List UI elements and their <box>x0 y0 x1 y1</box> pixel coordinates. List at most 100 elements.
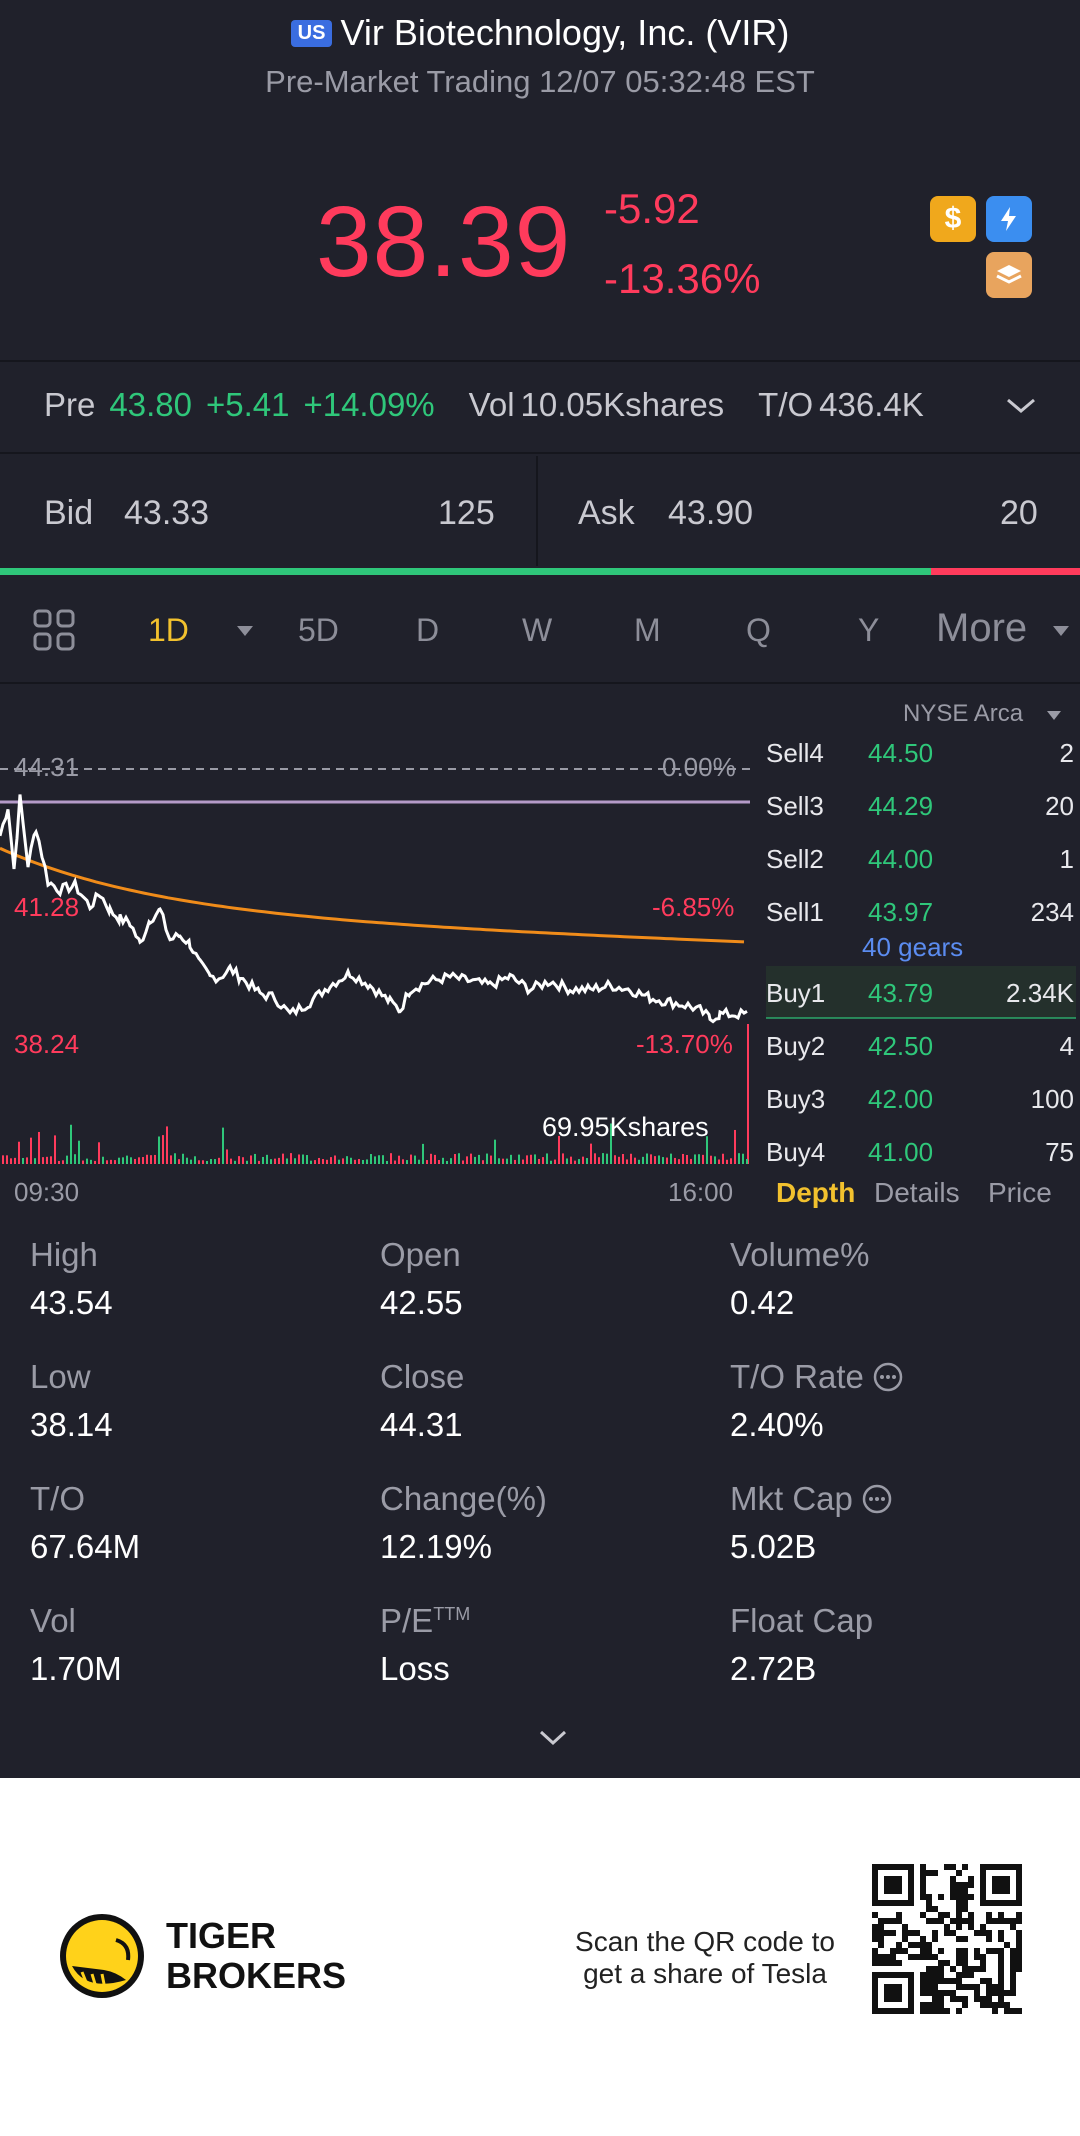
volume-bar <box>374 1156 376 1164</box>
end-time-label: 16:00 <box>668 1177 734 1207</box>
volume-bar <box>62 1160 64 1164</box>
volume-bar <box>434 1154 436 1164</box>
buy-row[interactable]: Buy3 42.00 100 <box>766 1072 1080 1124</box>
tab-price[interactable]: Price <box>988 1177 1052 1208</box>
intraday-chart[interactable] <box>0 684 760 1164</box>
volume-bar <box>550 1160 552 1164</box>
volume-bars <box>2 1123 748 1164</box>
sell-row[interactable]: Sell3 44.29 20 <box>766 779 1080 831</box>
buy-row[interactable]: Buy4 41.00 75 <box>766 1125 1080 1177</box>
bid-qty: 125 <box>438 494 495 532</box>
pre-change: +5.41 <box>205 386 290 423</box>
buy-price: 42.50 <box>868 1031 934 1061</box>
volume-bar <box>146 1154 148 1164</box>
buy-row[interactable]: Buy1 43.79 2.34K <box>766 966 1080 1018</box>
flash-icon[interactable] <box>986 196 1032 242</box>
dollar-icon[interactable]: $ <box>930 196 976 242</box>
mid-pct-label: -6.85% <box>652 892 735 922</box>
price-line <box>0 794 748 1024</box>
volume-bar <box>26 1157 28 1164</box>
volume-bar <box>70 1124 72 1164</box>
volume-bar <box>718 1159 720 1164</box>
scan-text-line1: Scan the QR code to <box>575 1926 835 1957</box>
volume-bar <box>182 1153 184 1164</box>
divider <box>0 682 1080 684</box>
volume-bar <box>502 1158 504 1164</box>
tab-m[interactable]: M <box>634 612 661 648</box>
caret-down-icon[interactable] <box>1052 624 1070 642</box>
volume-bar <box>306 1155 308 1164</box>
stat-label: P/ETTM <box>380 1602 471 1639</box>
volume-bar <box>542 1157 544 1164</box>
volume-bar <box>482 1160 484 1164</box>
volume-bar <box>170 1155 172 1164</box>
stat-label: Vol <box>30 1602 76 1639</box>
tab-y[interactable]: Y <box>858 612 880 648</box>
tab-q[interactable]: Q <box>746 612 771 648</box>
info-more-icon[interactable] <box>853 1480 893 1517</box>
volume-bar <box>2 1155 4 1164</box>
volume-bar <box>158 1136 160 1164</box>
stat-label-superscript: TTM <box>433 1604 471 1624</box>
volume-bar <box>330 1157 332 1164</box>
stat-value: 2.40% <box>730 1406 824 1443</box>
buy-quantity: 2.34K <box>1006 978 1074 1008</box>
sell-row[interactable]: Sell1 43.97 234 <box>766 885 1080 937</box>
tab-5d[interactable]: 5D <box>298 612 339 648</box>
volume-bar <box>506 1158 508 1164</box>
stat-value: 44.31 <box>380 1406 463 1443</box>
volume-bar <box>574 1160 576 1164</box>
prev-close-price-label: 44.31 <box>14 752 80 782</box>
more-button[interactable]: More <box>936 606 1028 650</box>
gears-label[interactable]: 40 gears <box>862 932 964 962</box>
volume-bar <box>294 1158 296 1164</box>
volume-bar <box>418 1159 420 1164</box>
sell-row[interactable]: Sell4 44.50 2 <box>766 726 1080 778</box>
volume-bar <box>246 1160 248 1164</box>
tab-1d[interactable]: 1D <box>148 612 189 648</box>
stat-label: Mkt Cap <box>730 1480 893 1518</box>
volume-bar <box>386 1160 388 1164</box>
qr-code <box>872 1864 1022 2014</box>
volume-bar <box>166 1126 168 1164</box>
tab-depth[interactable]: Depth <box>776 1177 856 1208</box>
volume-bar <box>54 1135 56 1164</box>
stat-value: 38.14 <box>30 1406 113 1443</box>
buy-row[interactable]: Buy2 42.50 4 <box>766 1019 1080 1071</box>
stat-label: Volume% <box>730 1236 870 1273</box>
pre-market-row[interactable]: Pre 43.80 +5.41 +14.09% Vol 10.05Kshares T/O 43… <box>44 386 938 424</box>
chevron-down-icon[interactable] <box>1004 396 1038 421</box>
volume-bar <box>162 1135 164 1164</box>
tab-d[interactable]: D <box>416 612 440 648</box>
volume-bar <box>670 1153 672 1164</box>
volume-bar <box>518 1154 520 1164</box>
volume-bar <box>586 1158 588 1164</box>
tab-details[interactable]: Details <box>874 1177 960 1208</box>
volume-bar <box>610 1123 612 1164</box>
stat-label: Change(%) <box>380 1480 547 1517</box>
exchange-selector[interactable]: NYSE Arca <box>903 700 1024 727</box>
market-badge: US <box>290 20 333 47</box>
volume-bar <box>82 1160 84 1164</box>
volume-bar <box>230 1158 232 1164</box>
buy-quantity: 75 <box>1045 1137 1074 1167</box>
tab-w[interactable]: W <box>522 612 553 648</box>
low-pct-label: -13.70% <box>636 1029 733 1059</box>
volume-bar <box>198 1160 200 1164</box>
stat-value: 42.55 <box>380 1284 463 1321</box>
mid-price-label: 41.28 <box>14 892 80 922</box>
sell-row[interactable]: Sell2 44.00 1 <box>766 832 1080 884</box>
caret-down-icon[interactable] <box>236 624 254 642</box>
caret-down-icon[interactable] <box>1046 708 1062 726</box>
info-more-icon[interactable] <box>864 1358 904 1395</box>
volume-bar <box>250 1155 252 1164</box>
buy-level-label: Buy1 <box>766 978 826 1008</box>
divider <box>0 452 1080 454</box>
expand-chevron-icon[interactable] <box>536 1728 570 1753</box>
stack-icon[interactable] <box>986 252 1032 298</box>
buy-level-label: Buy4 <box>766 1137 826 1167</box>
volume-bar <box>234 1160 236 1164</box>
volume-bar <box>638 1159 640 1164</box>
divider <box>0 360 1080 362</box>
grid-icon[interactable] <box>32 608 76 657</box>
